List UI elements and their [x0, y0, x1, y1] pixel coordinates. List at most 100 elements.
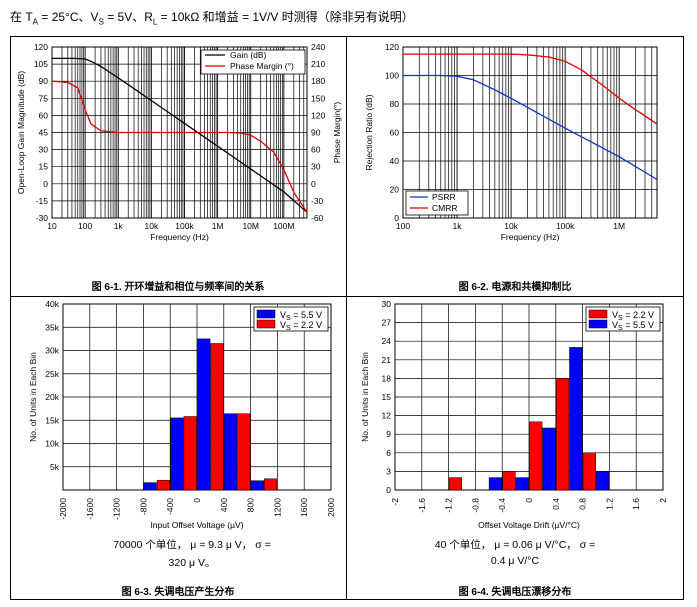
fig4-x-tick-label: 0 — [524, 498, 534, 503]
fig1-y-tick-label: 120 — [34, 42, 48, 52]
figure-6-3-caption: 图 6-3. 失调电压产生分布 — [121, 587, 235, 598]
fig4-bar — [582, 452, 596, 491]
fig2-psrr-line — [403, 74, 658, 181]
fig3-x-tick-label: 2000 — [326, 498, 336, 517]
fig2-y-tick-label: 80 — [390, 99, 400, 109]
fig3-legend-swatch — [256, 319, 276, 329]
figure-grid-divider-horizontal — [10, 296, 684, 297]
fig1-gain-line — [52, 57, 308, 213]
figure-grid-divider-vertical — [346, 36, 347, 600]
fig3-x-axis-label: Input Offset Voltage (µV) — [150, 520, 243, 530]
fig4-legend-swatch — [588, 319, 608, 329]
fig2-legend-box — [405, 190, 469, 216]
fig4-bar — [515, 477, 529, 491]
fig1-phase-margin-line — [51, 80, 308, 213]
fig4-x-tick-label: -2 — [390, 498, 400, 506]
fig3-x-tick-label: -1600 — [85, 498, 95, 520]
fig1-y2-tick-label: 240 — [311, 42, 325, 52]
fig3-legend-label: VS = 2.2 V — [280, 320, 322, 332]
fig4-bar — [596, 471, 610, 491]
fig3-bar — [250, 480, 264, 491]
fig3-legend-swatch — [256, 309, 276, 319]
fig4-x-tick-label: 0.4 — [551, 498, 561, 510]
fig1-y-tick-label: 60 — [39, 110, 49, 120]
fig1-x-tick-label: 100M — [273, 221, 294, 231]
fig3-y-tick-label: 35k — [45, 322, 59, 332]
fig2-x-tick-label: 1k — [453, 221, 463, 231]
fig4-x-tick-label: 0.8 — [578, 498, 588, 510]
fig1-y-tick-label: 0 — [43, 179, 48, 189]
fig3-x-tick-label: -400 — [165, 498, 175, 515]
fig4-x-tick-label: -0.4 — [497, 498, 507, 513]
fig1-x-axis-label: Frequency (Hz) — [150, 232, 209, 242]
fig3-y-tick-label: 10k — [45, 439, 59, 449]
fig2-legend-label: PSRR — [432, 192, 456, 202]
fig2-y-tick-label: 40 — [390, 156, 400, 166]
fig2-y-tick-label: 0 — [394, 213, 399, 223]
figure-6-4-caption: 图 6-4. 失调电压漂移分布 — [458, 587, 572, 598]
fig3-x-tick-label: -800 — [138, 498, 148, 515]
fig4-x-tick-label: -1.6 — [417, 498, 427, 513]
fig2-x-tick-label: 100k — [556, 221, 575, 231]
fig2-y-tick-label: 20 — [390, 185, 400, 195]
fig4-bar — [569, 347, 583, 491]
fig4-y-tick-label: 3 — [386, 466, 391, 476]
fig4-y-axis-label: No. of Units in Each Bin — [360, 352, 370, 442]
fig1-y-tick-label: -15 — [36, 196, 49, 206]
fig3-plot-area — [62, 303, 332, 491]
fig2-y-tick-label: 120 — [385, 42, 399, 52]
fig1-x-tick-label: 100 — [78, 221, 92, 231]
fig4-x-tick-label: 1.6 — [631, 498, 641, 510]
figure-6-3-stats-line-1: 70000 个单位， μ = 9.3 μ V， σ = — [113, 539, 271, 551]
fig4-plot-area — [394, 303, 664, 491]
fig2-x-tick-label: 1M — [613, 221, 625, 231]
fig3-x-tick-label: 800 — [246, 498, 256, 512]
fig3-y-tick-label: 25k — [45, 369, 59, 379]
fig1-y-tick-label: 45 — [39, 128, 49, 138]
fig4-bar — [556, 378, 570, 491]
figure-6-1-caption: 图 6-1. 开环增益和相位与频率间的关系 — [91, 282, 265, 293]
fig1-x-tick-label: 100k — [175, 221, 194, 231]
fig3-bar — [264, 478, 278, 491]
fig1-x-tick-label: 1M — [212, 221, 224, 231]
fig4-y-tick-label: 21 — [382, 355, 392, 365]
fig4-y-tick-label: 0 — [386, 485, 391, 495]
fig3-legend-label: VS = 5.5 V — [280, 310, 322, 322]
fig3-y-tick-label: 15k — [45, 415, 59, 425]
fig3-bar — [197, 338, 211, 491]
fig2-legend-label: CMRR — [432, 203, 458, 213]
fig1-legend-label: Gain (dB) — [230, 50, 267, 60]
fig4-bar — [448, 477, 462, 491]
fig3-bar — [183, 416, 197, 491]
figure-6-2-caption: 图 6-2. 电源和共模抑制比 — [458, 282, 572, 293]
fig2-plot-area — [402, 46, 658, 219]
fig4-bar — [529, 421, 543, 491]
fig2-x-axis-label: Frequency (Hz) — [501, 232, 560, 242]
fig4-legend-label: VS = 5.5 V — [612, 320, 654, 332]
fig1-y2-tick-label: -30 — [311, 196, 324, 206]
fig3-bar — [224, 413, 238, 491]
fig3-x-tick-label: 0 — [192, 498, 202, 503]
fig1-x-tick-label: 1k — [114, 221, 124, 231]
fig2-y-axis-label: Rejection Ratio (dB) — [364, 94, 374, 170]
fig1-y2-tick-label: 210 — [311, 59, 325, 69]
fig4-y-tick-label: 15 — [382, 392, 392, 402]
fig3-bar — [170, 417, 184, 491]
fig4-y-tick-label: 9 — [386, 429, 391, 439]
fig1-y2-tick-label: 0 — [311, 179, 316, 189]
fig4-x-axis-label: Offset Voltage Drift (µV/°C) — [478, 520, 580, 530]
figure-6-4-stats-line-2: 0.4 μ V/°C — [490, 555, 540, 567]
fig1-y2-tick-label: 180 — [311, 76, 325, 86]
fig1-x-tick-label: 10M — [242, 221, 259, 231]
fig1-y2-tick-label: 30 — [311, 162, 321, 172]
fig4-x-tick-label: -0.8 — [470, 498, 480, 513]
fig4-y-tick-label: 30 — [382, 299, 392, 309]
fig4-bar — [502, 471, 516, 491]
fig4-x-tick-label: 2 — [658, 498, 668, 503]
fig1-legend-box — [200, 49, 306, 75]
fig3-x-tick-label: 1600 — [299, 498, 309, 517]
fig3-x-tick-label: -2000 — [58, 498, 68, 520]
fig4-y-tick-label: 6 — [386, 448, 391, 458]
figure-6-4-stats-line-1: 40 个单位， μ = 0.06 μ V/°C， σ = — [434, 539, 596, 551]
